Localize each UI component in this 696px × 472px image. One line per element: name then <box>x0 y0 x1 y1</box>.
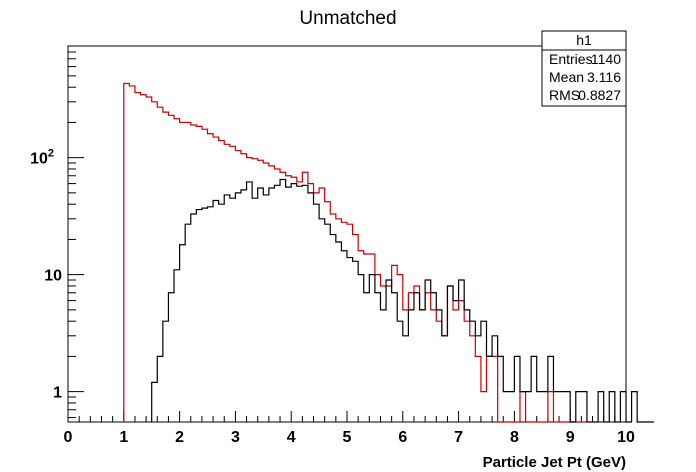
x-tick-label: 10 <box>617 429 635 446</box>
chart-title: Unmatched <box>299 8 396 29</box>
x-tick-label: 2 <box>175 429 184 446</box>
stats-mean-value: 3.116 <box>587 69 621 85</box>
x-tick-label: 4 <box>287 429 296 446</box>
stats-rms-value: 0.8827 <box>578 87 621 103</box>
y-tick-label: 10 <box>44 268 62 285</box>
y-tick-label: 1 <box>53 385 62 402</box>
x-tick-label: 7 <box>454 429 463 446</box>
histogram-series <box>123 82 654 423</box>
stats-entries-value: 1140 <box>591 51 621 67</box>
y-tick-label: 102 <box>30 148 54 168</box>
stats-box-frame <box>541 30 627 107</box>
stats-box: h1 Entries 1140 Mean 3.116 RMS 0.8827 <box>541 30 627 107</box>
x-axis-title: Particle Jet Pt (GeV) <box>483 454 626 471</box>
x-tick-label: 6 <box>398 429 407 446</box>
x-tick-label: 5 <box>343 429 352 446</box>
histogram-series-1 <box>123 82 587 423</box>
x-tick-label: 8 <box>510 429 519 446</box>
x-tick-labels: 0 1 2 3 4 5 6 7 8 9 10 <box>64 429 635 446</box>
x-tick-label: 0 <box>64 429 73 446</box>
stats-box-name: h1 <box>576 32 592 48</box>
stats-entries-label: Entries <box>549 51 593 67</box>
x-tick-label: 1 <box>119 429 128 446</box>
histogram-series-2 <box>151 178 654 423</box>
x-tick-label: 3 <box>231 429 240 446</box>
y-tick-labels: 1 10 102 <box>30 148 62 402</box>
stats-mean-label: Mean <box>549 69 584 85</box>
stats-rms-label: RMS <box>549 87 580 103</box>
x-tick-label: 9 <box>566 429 575 446</box>
